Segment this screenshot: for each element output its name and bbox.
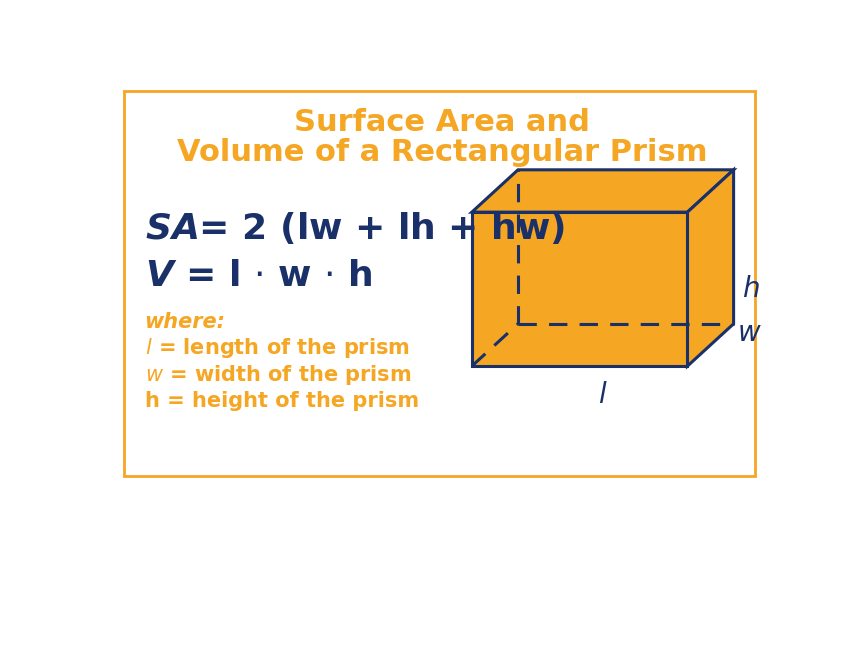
Text: $\mathit{h}$: $\mathit{h}$ [740,275,759,303]
Text: $\mathit{l}$ = length of the prism: $\mathit{l}$ = length of the prism [145,337,409,361]
Text: Volume of a Rectangular Prism: Volume of a Rectangular Prism [177,139,706,167]
Polygon shape [471,170,733,212]
Text: $\mathit{w}$ = width of the prism: $\mathit{w}$ = width of the prism [145,362,411,386]
Text: h = height of the prism: h = height of the prism [145,391,418,411]
Polygon shape [471,212,686,366]
Text: $\mathit{w}$: $\mathit{w}$ [736,319,760,347]
Text: Surface Area and: Surface Area and [294,108,589,137]
Text: $\bfit{SA}$= 2 (lw + lh + hw): $\bfit{SA}$= 2 (lw + lh + hw) [145,210,564,246]
Text: $\mathit{l}$: $\mathit{l}$ [598,381,607,410]
Text: where:: where: [145,312,226,332]
Text: $\bfit{V}$ = l $\cdot$ w $\cdot$ h: $\bfit{V}$ = l $\cdot$ w $\cdot$ h [145,259,371,293]
FancyBboxPatch shape [124,91,754,476]
Polygon shape [686,170,733,366]
